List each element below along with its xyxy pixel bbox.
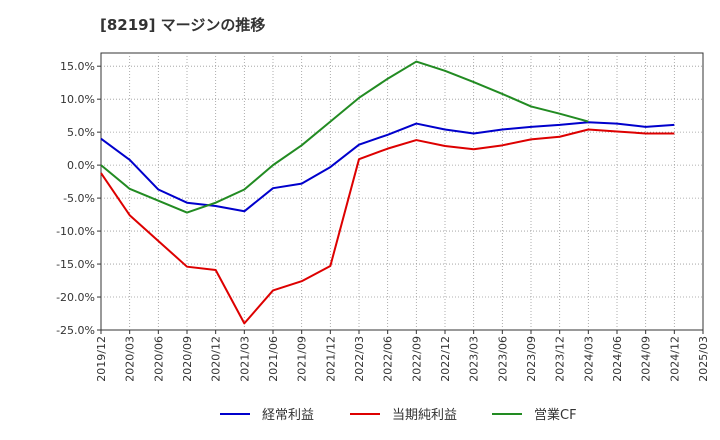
series-line-2 bbox=[100, 128, 675, 325]
x-tick-label: 2024/09 bbox=[640, 336, 653, 382]
y-tick-label: -10.0% bbox=[56, 225, 95, 238]
x-tick-label: 2021/06 bbox=[267, 336, 280, 382]
legend-label-2: 当期純利益 bbox=[392, 408, 457, 423]
x-tick-label: 2020/03 bbox=[124, 336, 137, 382]
x-tick-label: 2022/03 bbox=[353, 336, 366, 382]
y-axis-ticks: 15.0% 10.0% 5.0% 0.0% -5.0% -10.0% -15.0% -20.0… bbox=[56, 60, 101, 337]
y-tick-label: -25.0% bbox=[56, 324, 95, 337]
y-tick-label: 10.0% bbox=[60, 93, 95, 106]
legend-label-1: 経常利益 bbox=[262, 408, 314, 423]
x-tick-label: 2020/09 bbox=[181, 336, 194, 382]
x-tick-label: 2023/06 bbox=[496, 336, 509, 382]
legend: 経常利益 当期純利益 営業CF bbox=[220, 407, 577, 423]
x-tick-label: 2023/12 bbox=[554, 336, 567, 382]
y-tick-label: -5.0% bbox=[63, 192, 95, 205]
x-tick-label: 2022/09 bbox=[410, 336, 423, 382]
x-tick-label: 2021/03 bbox=[238, 336, 251, 382]
x-tick-label: 2020/06 bbox=[152, 336, 165, 382]
x-tick-label: 2020/12 bbox=[210, 336, 223, 382]
x-tick-label: 2021/12 bbox=[324, 336, 337, 382]
y-tick-label: 0.0% bbox=[67, 159, 95, 172]
legend-label-3: 営業CF bbox=[534, 407, 577, 423]
x-tick-label: 2019/12 bbox=[95, 336, 108, 382]
y-tick-label: -20.0% bbox=[56, 291, 95, 304]
x-tick-label: 2025/03 bbox=[697, 336, 710, 382]
x-tick-label: 2024/03 bbox=[582, 336, 595, 382]
series-line-1 bbox=[100, 121, 675, 213]
x-tick-label: 2023/03 bbox=[468, 336, 481, 382]
plot-area bbox=[100, 52, 704, 331]
x-tick-label: 2021/09 bbox=[296, 336, 309, 382]
chart-title: [8219] マージンの推移 bbox=[100, 16, 266, 34]
y-tick-label: 5.0% bbox=[67, 126, 95, 139]
x-tick-label: 2024/12 bbox=[668, 336, 681, 382]
y-tick-label: 15.0% bbox=[60, 60, 95, 73]
series-lines bbox=[100, 60, 675, 325]
y-tick-label: -15.0% bbox=[56, 258, 95, 271]
x-tick-label: 2024/06 bbox=[611, 336, 624, 382]
series-line-3 bbox=[100, 60, 589, 214]
grid-lines bbox=[101, 53, 703, 330]
x-tick-label: 2022/12 bbox=[439, 336, 452, 382]
x-tick-label: 2023/09 bbox=[525, 336, 538, 382]
x-tick-label: 2022/06 bbox=[382, 336, 395, 382]
x-axis-ticks: 2019/12 2020/03 2020/06 2020/09 2020/12 2021/… bbox=[95, 330, 710, 382]
